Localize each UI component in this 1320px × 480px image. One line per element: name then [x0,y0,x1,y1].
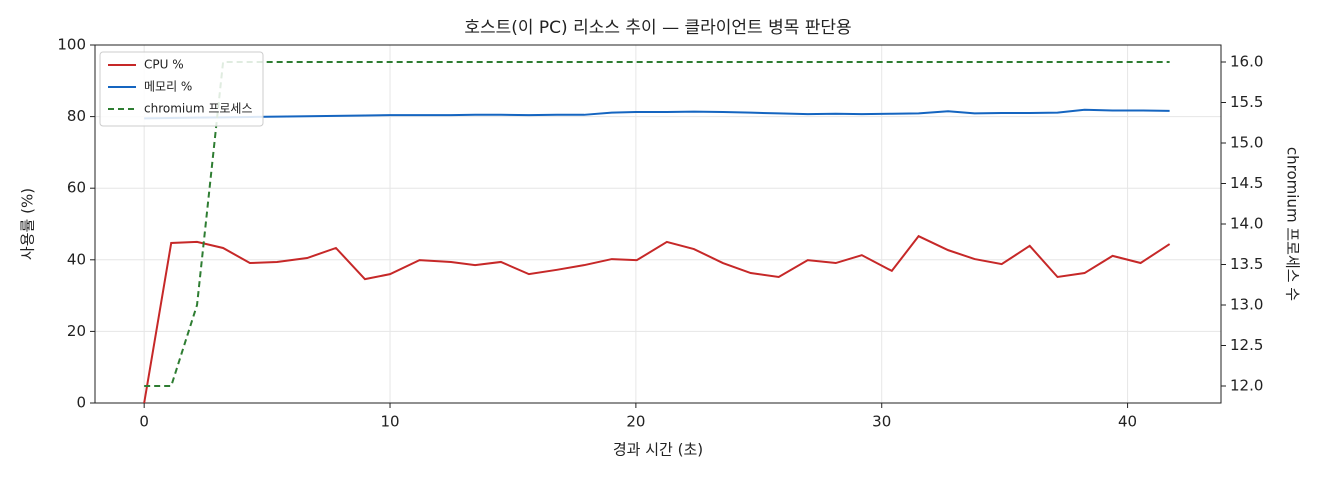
y-tick-label: 40 [67,250,86,268]
legend-box [99,51,264,127]
legend-label: 메모리 % [144,80,192,94]
y2-tick-label: 15.5 [1230,93,1263,111]
x-tick-label: 0 [139,413,149,431]
series-line [143,234,1171,404]
y2-tick-label: 13.5 [1230,255,1263,273]
y2-tick-label: 15.0 [1230,134,1263,152]
y2-axis-label: chromium 프로세스 수 [1284,147,1302,301]
x-tick-label: 40 [1118,413,1137,431]
x-tick-label: 20 [626,413,645,431]
y-tick-label: 60 [67,179,86,197]
chart-title: 호스트(이 PC) 리소스 추이 — 클라이언트 병목 판단용 [464,18,851,38]
x-tick-label: 10 [380,413,399,431]
y-tick-label: 100 [57,36,86,54]
y-tick-label: 20 [67,322,86,340]
x-axis-label: 경과 시간 (초) [613,441,703,459]
y2-tick-label: 14.0 [1230,215,1263,233]
y2-tick-label: 13.0 [1230,295,1263,313]
x-tick-label: 30 [872,413,891,431]
y2-tick-label: 16.0 [1230,53,1263,71]
legend-label: CPU % [144,58,184,72]
y-tick-label: 80 [67,107,86,125]
legend-label: chromium 프로세스 [144,102,253,116]
y-axis-label: 사용률 (%) [19,188,37,260]
y2-tick-label: 12.5 [1230,336,1263,354]
plot-frame [94,44,1222,404]
series-line [144,108,1170,120]
y2-tick-label: 14.5 [1230,174,1263,192]
series-line [144,61,1170,387]
y-tick-label: 0 [76,394,86,412]
y2-tick-label: 12.0 [1230,376,1263,394]
